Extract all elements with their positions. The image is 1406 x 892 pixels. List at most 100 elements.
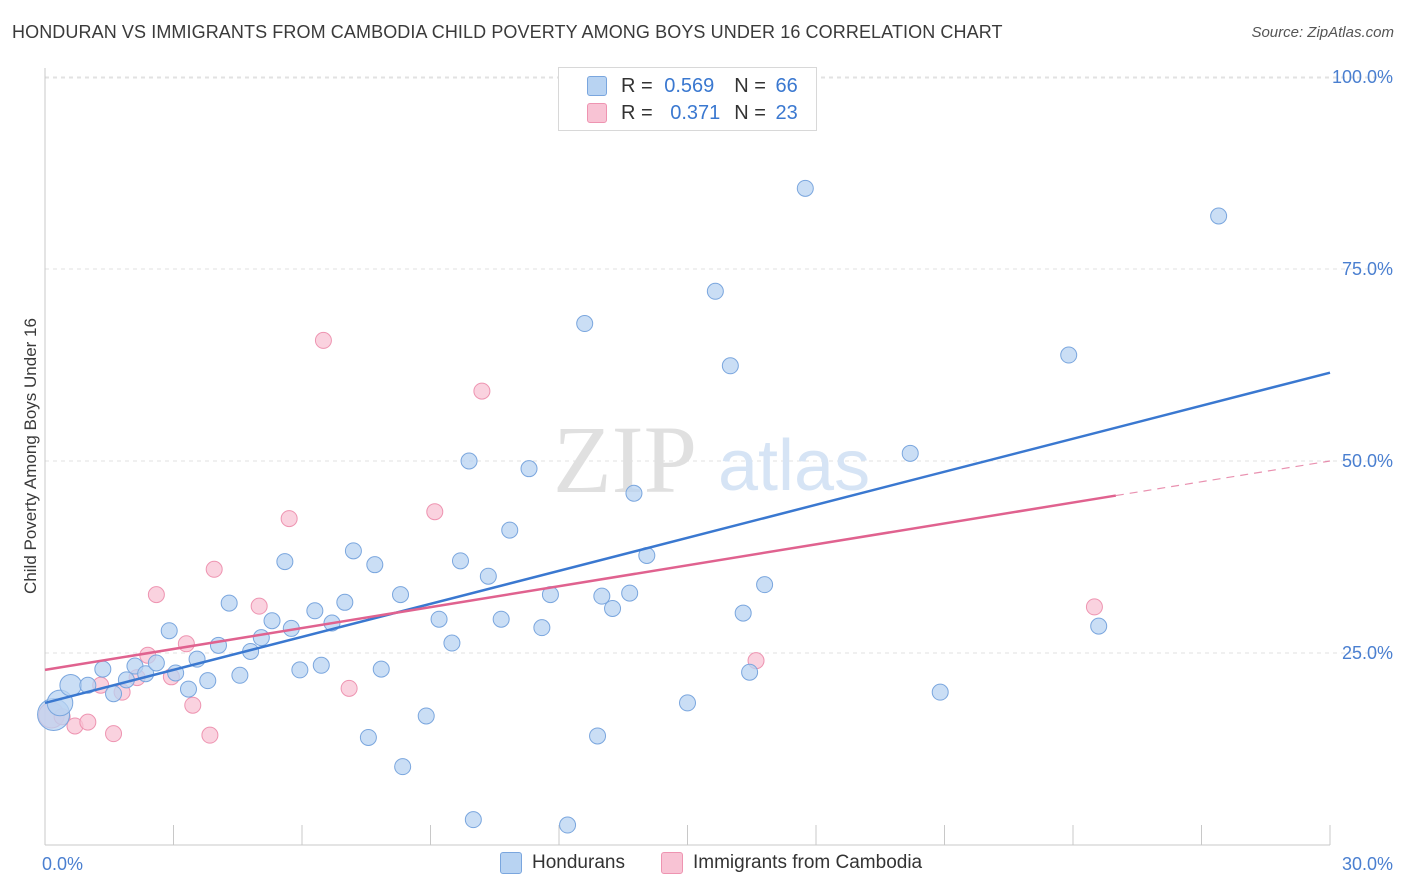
honduran-point xyxy=(336,593,354,611)
honduran-point xyxy=(451,552,469,570)
legend-n-value: 66 xyxy=(775,74,798,97)
trend-line-cambodia xyxy=(44,494,1117,672)
cambodia-point xyxy=(1085,598,1103,616)
honduran-point xyxy=(479,567,497,585)
bottom-legend-cambodia: Immigrants from Cambodia xyxy=(661,852,922,874)
honduran-point xyxy=(621,584,639,602)
legend-n-label: N = xyxy=(734,74,766,97)
honduran-point xyxy=(312,656,330,674)
honduran-point xyxy=(604,599,622,617)
y-tick-label: 100.0% xyxy=(1332,67,1393,87)
watermark: ZIP atlas xyxy=(553,406,870,513)
honduran-point xyxy=(79,676,97,694)
honduran-point xyxy=(796,179,814,197)
legend-n-value: 23 xyxy=(775,101,798,124)
honduran-point xyxy=(1060,346,1078,364)
honduran-point xyxy=(394,758,412,776)
legend-n-label: N = xyxy=(734,101,766,124)
honduran-point xyxy=(741,663,759,681)
x-tick-label: 0.0% xyxy=(42,854,83,874)
honduran-point xyxy=(291,661,309,679)
honduran-point xyxy=(593,587,611,605)
honduran-point xyxy=(492,610,510,628)
honduran-point xyxy=(576,315,594,333)
honduran-point xyxy=(179,680,197,698)
legend-r-label: R = xyxy=(621,74,653,97)
x-tick-label: 30.0% xyxy=(1342,854,1393,874)
honduran-point xyxy=(520,460,538,478)
bottom-legend-hondurans: Hondurans xyxy=(500,852,625,874)
honduran-point xyxy=(147,654,165,672)
legend-row-cambodia: R = 0.371 N = 23 xyxy=(587,100,798,126)
honduran-point xyxy=(359,728,377,746)
legend-r-value: 0.371 xyxy=(670,101,721,124)
bottom-legend-swatch-blue xyxy=(500,852,522,874)
honduran-point xyxy=(372,660,390,678)
honduran-point xyxy=(901,444,919,462)
cambodia-point xyxy=(314,331,332,349)
honduran-point xyxy=(721,357,739,375)
honduran-point xyxy=(276,553,294,571)
cambodia-point xyxy=(473,382,491,400)
honduran-point xyxy=(1090,617,1108,635)
honduran-point xyxy=(460,452,478,470)
cambodia-point xyxy=(147,586,165,604)
honduran-point xyxy=(706,282,724,300)
bottom-legend-label: Immigrants from Cambodia xyxy=(693,852,923,873)
cambodia-point xyxy=(205,560,223,578)
y-axis-label: Child Poverty Among Boys Under 16 xyxy=(21,318,40,594)
honduran-point xyxy=(366,556,384,574)
honduran-point xyxy=(734,604,752,622)
watermark-atlas: atlas xyxy=(718,426,870,506)
honduran-point xyxy=(263,612,281,630)
cambodia-point xyxy=(426,503,444,521)
series-cambodia-points xyxy=(38,331,1103,744)
cambodia-point xyxy=(105,725,123,743)
cambodia-point xyxy=(280,510,298,528)
honduran-point xyxy=(589,727,607,745)
legend-row-hondurans: R = 0.569 N = 66 xyxy=(587,73,798,99)
cambodia-point xyxy=(184,696,202,714)
y-tick-label: 25.0% xyxy=(1342,643,1393,663)
honduran-point xyxy=(625,484,643,502)
series-hondurans-points xyxy=(37,179,1228,834)
cambodia-point xyxy=(201,726,219,744)
honduran-point xyxy=(533,619,551,637)
honduran-point xyxy=(231,666,249,684)
honduran-point xyxy=(756,576,774,594)
cambodia-point xyxy=(177,635,195,653)
honduran-point xyxy=(160,622,178,640)
honduran-point xyxy=(931,683,949,701)
honduran-point xyxy=(220,594,238,612)
honduran-point xyxy=(417,707,435,725)
honduran-point xyxy=(306,602,324,620)
tick-labels: 25.0% 50.0% 75.0% 100.0% 0.0% 30.0% xyxy=(42,67,1393,874)
y-tick-label: 75.0% xyxy=(1342,259,1393,279)
legend-swatch-blue xyxy=(587,76,607,96)
honduran-point xyxy=(430,610,448,628)
chart-source: Source: ZipAtlas.com xyxy=(1251,24,1394,41)
honduran-point xyxy=(105,685,123,703)
cambodia-point xyxy=(79,713,97,731)
honduran-point xyxy=(252,629,270,647)
honduran-point xyxy=(443,634,461,652)
y-tick-label: 50.0% xyxy=(1342,451,1393,471)
honduran-point xyxy=(464,811,482,829)
trend-lines xyxy=(44,371,1331,705)
honduran-point xyxy=(679,694,696,712)
legend-r-value: 0.569 xyxy=(664,74,715,97)
chart-title: HONDURAN VS IMMIGRANTS FROM CAMBODIA CHI… xyxy=(12,22,1003,42)
watermark-zip: ZIP xyxy=(553,406,697,513)
honduran-point xyxy=(199,672,217,690)
honduran-point xyxy=(59,673,82,697)
legend-r-label: R = xyxy=(621,101,653,124)
gridlines xyxy=(45,76,1390,654)
trend-line-cambodia-extension xyxy=(1115,460,1331,497)
bottom-legend-label: Hondurans xyxy=(532,852,625,873)
honduran-point xyxy=(392,586,410,604)
cambodia-point xyxy=(340,679,358,697)
honduran-point xyxy=(1210,207,1228,225)
cambodia-point xyxy=(250,597,268,615)
correlation-legend: R = 0.569 N = 66 R = 0.371 N = 23 xyxy=(558,67,817,131)
